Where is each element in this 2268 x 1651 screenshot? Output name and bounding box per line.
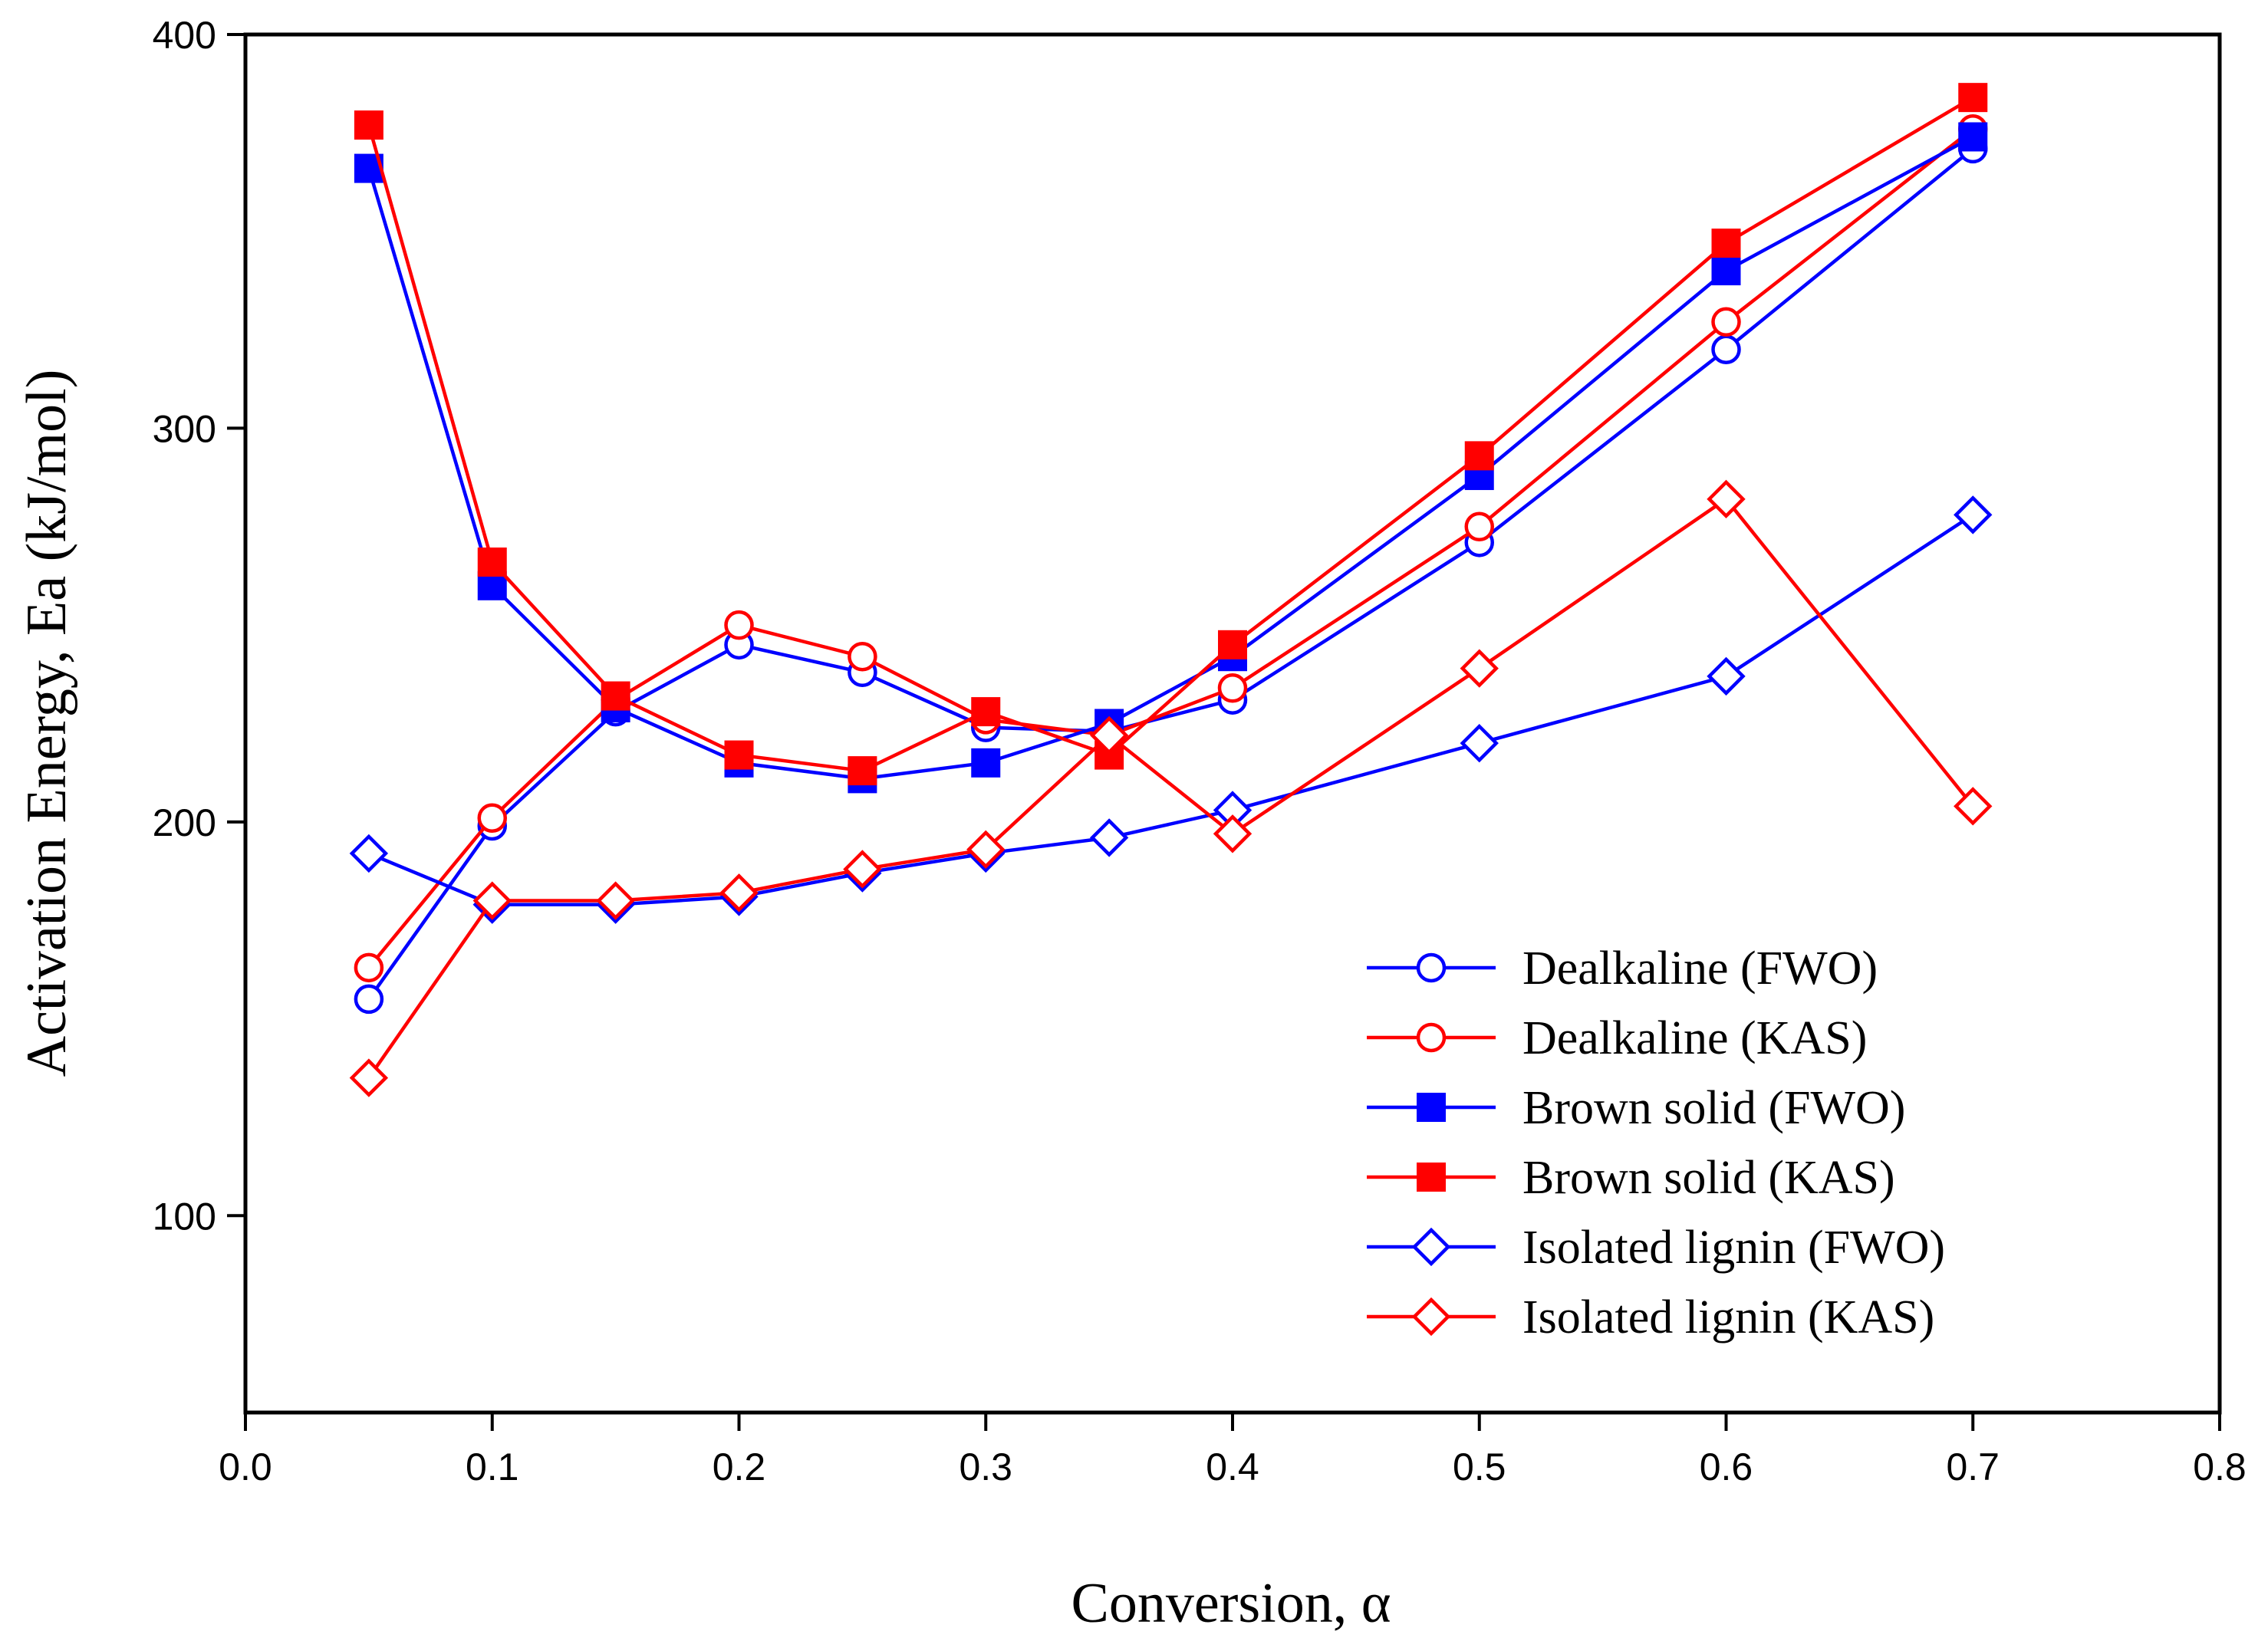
data-point [971,748,1001,778]
data-point [1954,495,1993,534]
data-point [1411,1227,1451,1267]
data-point [1707,479,1746,519]
x-tick-label: 0.4 [1206,1445,1259,1488]
data-point [354,110,383,140]
legend-entry: Dealkaline (FWO) [1367,942,1878,995]
data-point [601,681,630,711]
data-point [1089,818,1129,857]
x-tick-label: 0.0 [219,1445,272,1488]
data-point [848,641,877,672]
data-point [349,834,389,873]
data-point [354,984,384,1015]
data-point [724,740,754,770]
series-group [349,495,1993,924]
legend-label: Isolated lignin (KAS) [1522,1291,1934,1343]
data-point [1217,673,1248,703]
legend-entry: Isolated lignin (FWO) [1367,1222,1945,1274]
x-tick-label: 0.6 [1700,1445,1753,1488]
y-axis-title: Activation Energy, Ea (kJ/mol) [15,370,78,1077]
x-tick-label: 0.7 [1946,1445,2000,1488]
series-group [354,122,1988,794]
y-tick-label: 300 [153,407,216,450]
data-point [1411,1297,1451,1337]
data-point [1089,715,1129,755]
series-group [349,479,1993,1097]
series-group [354,133,1988,1015]
plot-frame [243,32,2222,1415]
data-point [477,547,507,577]
legend-label: Dealkaline (KAS) [1522,1012,1867,1064]
y-tick-label: 200 [153,801,216,844]
data-point [1958,83,1988,113]
x-tick-label: 0.3 [959,1445,1012,1488]
legend-label: Isolated lignin (FWO) [1522,1222,1945,1274]
x-axis-title: Conversion, α [1071,1572,1391,1635]
data-point [349,1058,389,1097]
legend-entry: Brown solid (KAS) [1367,1152,1895,1204]
x-tick-label: 0.2 [713,1445,766,1488]
legend: Dealkaline (FWO) Dealkaline (KAS) Brown so… [1367,942,1945,1343]
data-point [1417,1163,1446,1192]
x-tick-label: 0.8 [2193,1445,2247,1488]
data-point [1958,122,1988,152]
data-point [1711,256,1741,286]
data-point [971,697,1001,727]
legend-label: Brown solid (FWO) [1522,1082,1905,1134]
data-point [1464,441,1494,471]
data-point [1464,511,1494,542]
data-point [354,952,384,983]
data-point [966,830,1006,869]
data-point [1218,630,1247,659]
legend-entry: Brown solid (FWO) [1367,1082,1905,1134]
data-point [1954,787,1993,826]
data-point [848,756,877,786]
legend-label: Brown solid (KAS) [1522,1152,1895,1204]
data-point [1711,307,1741,337]
data-point [1417,1093,1446,1122]
data-point [843,850,882,889]
series-group [354,113,1988,983]
data-point [1711,334,1741,364]
data-point [1416,952,1447,983]
legend-entry: Isolated lignin (KAS) [1367,1291,1934,1343]
data-point [1711,229,1741,258]
axis-ticks: 0.0 0.1 0.2 0.3 0.4 0.5 0.6 0.7 0.8 100 200 300 400 [153,14,2247,1488]
data-point [472,881,512,920]
y-tick-label: 400 [153,14,216,57]
legend-entry: Dealkaline (KAS) [1367,1012,1867,1064]
data-point [477,803,507,833]
data-point [1213,814,1253,853]
data-point [1460,723,1499,763]
x-tick-label: 0.1 [466,1445,519,1488]
data-point [1416,1022,1447,1053]
data-point [1707,656,1746,696]
x-tick-label: 0.5 [1453,1445,1506,1488]
legend-label: Dealkaline (FWO) [1522,942,1878,995]
data-point [596,881,635,920]
data-point [1460,649,1499,688]
series-group [354,83,1988,786]
series-layer [349,83,1993,1097]
data-point [724,610,754,640]
y-tick-label: 100 [153,1195,216,1238]
data-point [719,873,759,913]
